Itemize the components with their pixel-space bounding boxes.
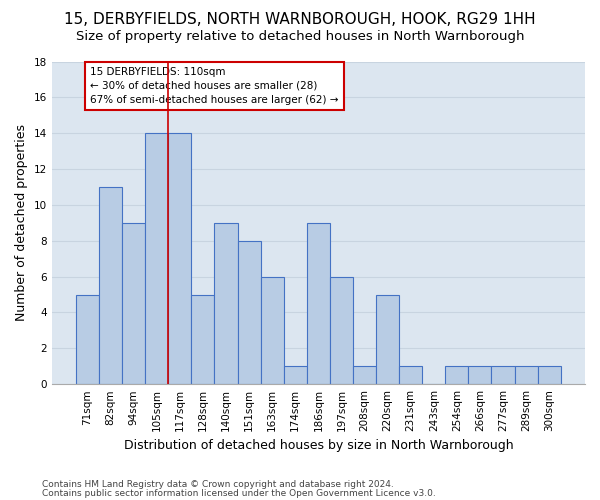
Bar — [76, 294, 99, 384]
Bar — [538, 366, 561, 384]
Bar — [260, 276, 284, 384]
Bar — [214, 223, 238, 384]
Bar — [469, 366, 491, 384]
Text: Contains public sector information licensed under the Open Government Licence v3: Contains public sector information licen… — [42, 489, 436, 498]
Bar — [168, 133, 191, 384]
Bar — [238, 241, 260, 384]
Text: Size of property relative to detached houses in North Warnborough: Size of property relative to detached ho… — [76, 30, 524, 43]
Bar — [307, 223, 330, 384]
Bar — [515, 366, 538, 384]
X-axis label: Distribution of detached houses by size in North Warnborough: Distribution of detached houses by size … — [124, 440, 513, 452]
Text: 15, DERBYFIELDS, NORTH WARNBOROUGH, HOOK, RG29 1HH: 15, DERBYFIELDS, NORTH WARNBOROUGH, HOOK… — [64, 12, 536, 28]
Bar — [376, 294, 399, 384]
Bar — [99, 187, 122, 384]
Text: Contains HM Land Registry data © Crown copyright and database right 2024.: Contains HM Land Registry data © Crown c… — [42, 480, 394, 489]
Bar — [145, 133, 168, 384]
Bar — [330, 276, 353, 384]
Bar — [191, 294, 214, 384]
Bar — [353, 366, 376, 384]
Bar — [284, 366, 307, 384]
Text: 15 DERBYFIELDS: 110sqm
← 30% of detached houses are smaller (28)
67% of semi-det: 15 DERBYFIELDS: 110sqm ← 30% of detached… — [90, 67, 339, 105]
Bar — [122, 223, 145, 384]
Bar — [491, 366, 515, 384]
Bar — [399, 366, 422, 384]
Bar — [445, 366, 469, 384]
Y-axis label: Number of detached properties: Number of detached properties — [15, 124, 28, 322]
